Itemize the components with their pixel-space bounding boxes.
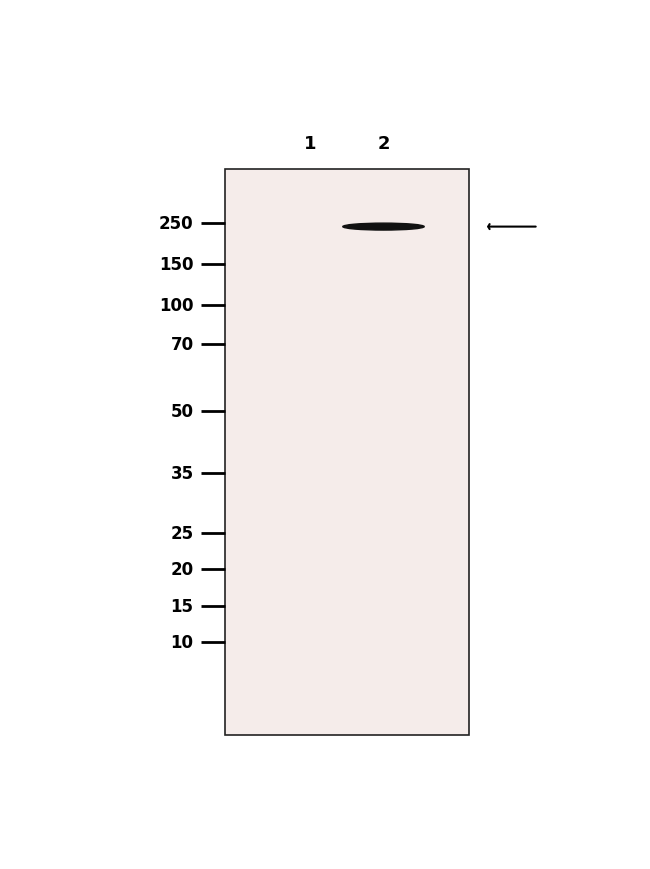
Text: 15: 15 — [170, 598, 194, 615]
Text: 10: 10 — [170, 634, 194, 652]
Text: 25: 25 — [170, 525, 194, 542]
Text: 1: 1 — [304, 136, 316, 153]
Bar — [225, 169, 469, 735]
Text: 2: 2 — [377, 136, 390, 153]
Text: 20: 20 — [170, 561, 194, 579]
Ellipse shape — [343, 224, 424, 231]
Text: 50: 50 — [170, 403, 194, 421]
Text: 150: 150 — [159, 255, 194, 273]
Text: 250: 250 — [159, 215, 194, 233]
Text: 100: 100 — [159, 297, 194, 315]
Text: 35: 35 — [170, 464, 194, 482]
Text: 70: 70 — [170, 336, 194, 354]
